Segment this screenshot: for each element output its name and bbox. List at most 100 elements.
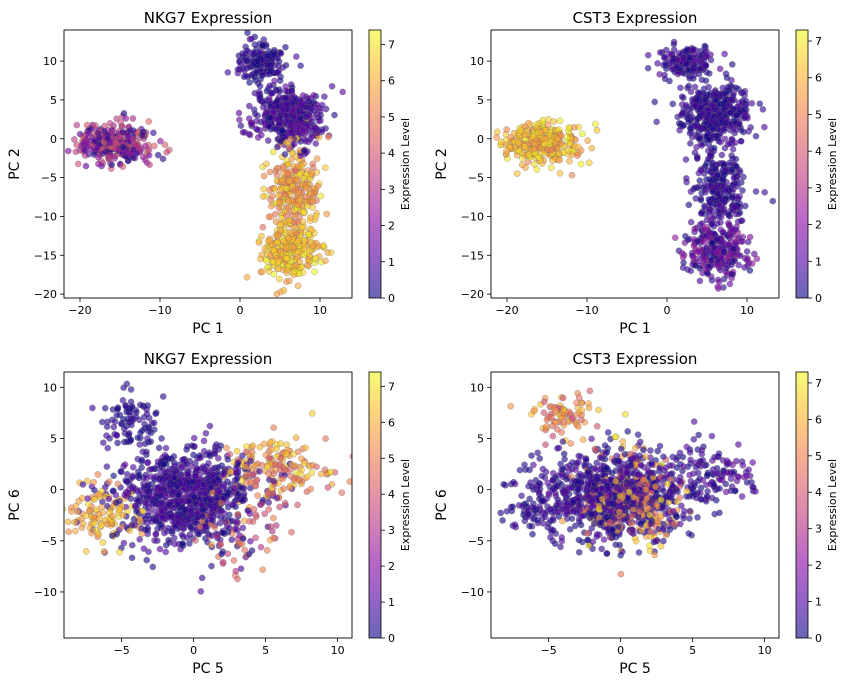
scatter-point (349, 453, 352, 460)
scatter-point (108, 161, 116, 169)
scatter-point (321, 164, 329, 172)
scatter-point (296, 213, 304, 220)
scatter-point (162, 476, 170, 484)
scatter-point (693, 154, 701, 162)
scatter-point (281, 499, 289, 507)
scatter-point (293, 176, 301, 184)
scatter-point (249, 442, 257, 450)
scatter-point (302, 444, 309, 452)
scatter-point (150, 129, 157, 137)
scatter-point (678, 110, 686, 118)
scatter-point (761, 188, 769, 196)
scatter-point (114, 480, 122, 488)
scatter-point (190, 434, 198, 442)
scatter-point (585, 404, 593, 412)
scatter-point (163, 148, 171, 156)
scatter-point (739, 238, 746, 245)
scatter-point (95, 160, 102, 168)
scatter-point (179, 456, 186, 464)
scatter-point (114, 439, 121, 447)
scatter-point (109, 144, 117, 152)
scatter-point (169, 518, 177, 525)
scatter-point (742, 97, 750, 105)
colorbar-frame (795, 29, 809, 299)
scatter-point (270, 470, 278, 478)
scatter-point (93, 144, 101, 152)
scatter-point (554, 135, 561, 143)
scatter-point (708, 221, 716, 228)
y-tick-label: −20 (461, 288, 484, 301)
scatter-point (239, 128, 247, 136)
scatter-point (555, 150, 563, 157)
scatter-point (748, 99, 756, 107)
scatter-point (190, 451, 197, 459)
scatter-point (695, 135, 703, 143)
scatter-point (271, 77, 278, 85)
scatter-point (174, 501, 181, 508)
scatter-point (179, 487, 187, 494)
scatter-point (713, 249, 720, 256)
scatter-point (141, 156, 149, 164)
scatter-point (112, 499, 120, 507)
scatter-point (145, 548, 152, 556)
scatter-point (668, 65, 676, 73)
scatter-point (220, 469, 228, 477)
scatter-point (145, 118, 153, 125)
scatter-point (121, 430, 129, 437)
scatter-point (273, 143, 281, 151)
scatter-point (292, 95, 300, 103)
scatter-point (518, 161, 526, 169)
scatter-point (238, 540, 246, 548)
scatter-point (558, 537, 566, 545)
scatter-point (688, 133, 696, 141)
scatter-point (143, 410, 151, 418)
scatter-point (123, 470, 131, 478)
y-tick-label: −10 (34, 586, 57, 599)
scatter-point (293, 253, 301, 261)
scatter-point (746, 267, 754, 274)
scatter-point (529, 133, 537, 141)
scatter-point (270, 247, 278, 254)
scatter-point (259, 193, 267, 200)
scatter-point (190, 493, 198, 501)
scatter-point (261, 510, 268, 518)
scatter-point (106, 120, 114, 127)
scatter-point (76, 130, 84, 138)
x-tick-label: −20 (495, 304, 518, 317)
scatter-point (705, 83, 712, 91)
scatter-point (296, 470, 304, 478)
scatter-point (183, 460, 191, 468)
scatter-point (79, 520, 87, 528)
scatter-point (750, 250, 758, 258)
colorbar-label: Expression Level (826, 118, 839, 210)
scatter-point (262, 97, 270, 104)
scatter-point (288, 87, 296, 95)
scatter-point (132, 413, 140, 421)
scatter-point (146, 485, 154, 492)
scatter-point (284, 170, 292, 177)
scatter-point (301, 147, 308, 155)
scatter-point (275, 275, 283, 283)
colorbar-tick-label: 2 (388, 220, 395, 233)
scatter-point (729, 155, 737, 163)
scatter-point (274, 68, 282, 76)
scatter-point (236, 116, 243, 124)
scatter-point (277, 454, 285, 462)
scatter-point (289, 243, 297, 250)
scatter-point (73, 508, 81, 516)
scatter-point (317, 192, 325, 200)
scatter-point (203, 467, 211, 475)
scatter-point (124, 132, 131, 140)
scatter-point (339, 88, 347, 96)
y-tick-label: 0 (50, 133, 57, 146)
scatter-point (263, 109, 271, 116)
colorbar-tick-label: 6 (815, 72, 822, 85)
scatter-point (260, 172, 268, 180)
scatter-point (222, 518, 229, 526)
scatter-point (752, 188, 760, 195)
scatter-point (129, 127, 137, 134)
scatter-point (103, 423, 111, 431)
scatter-point (304, 122, 311, 130)
